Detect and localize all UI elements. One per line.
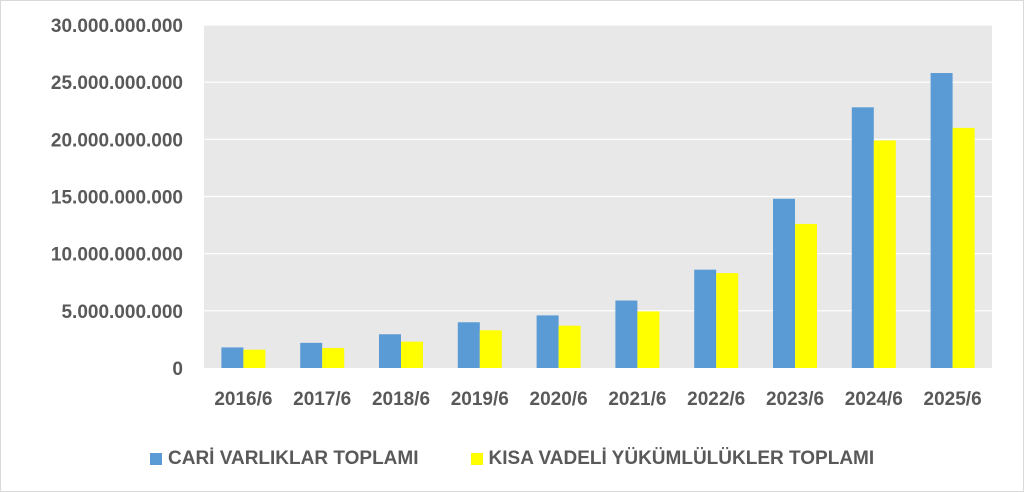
bar-kisa-2025/6 [952,127,975,369]
x-tick-label: 2022/6 [687,389,745,410]
legend-item-kisa: KISA VADELİ YÜKÜMLÜLÜKLER TOPLAMI [470,448,875,470]
bar-kisa-2020/6 [558,325,581,368]
legend-swatch-kisa [470,453,483,465]
x-tick-label: 2023/6 [766,389,824,410]
bar-cari-2022/6 [694,269,717,368]
x-tick-label: 2019/6 [451,389,509,410]
y-axis-tick-labels: 0 5.000.000.000 10.000.000.000 15.000.000.0… [51,16,183,380]
y-tick-label: 5.000.000.000 [61,302,183,323]
x-tick-label: 2016/6 [214,389,272,410]
x-tick-label: 2020/6 [530,389,588,410]
x-axis-tick-labels: 2016/6 2017/6 2018/6 2019/6 2020/6 2021/6 2022… [214,389,981,410]
x-tick-label: 2018/6 [372,389,430,410]
bar-kisa-2017/6 [322,347,345,368]
y-tick-label: 30.000.000.000 [51,16,183,37]
x-tick-label: 2021/6 [608,389,666,410]
bar-cari-2016/6 [221,347,244,368]
bar-kisa-2023/6 [795,223,817,368]
bar-kisa-2016/6 [243,349,266,368]
bar-cari-2024/6 [851,107,874,368]
bar-kisa-2018/6 [401,341,423,368]
legend: CARİ VARLIKLAR TOPLAMI KISA VADELİ YÜKÜM… [150,446,926,472]
bar-kisa-2022/6 [716,273,739,368]
legend-label-kisa: KISA VADELİ YÜKÜMLÜLÜKLER TOPLAMI [488,448,875,469]
bar-kisa-2019/6 [479,330,502,368]
bar-cari-2021/6 [615,300,638,368]
bar-cari-2019/6 [457,322,480,368]
y-tick-label: 25.000.000.000 [51,73,183,94]
legend-item-cari: CARİ VARLIKLAR TOPLAMI [150,448,419,470]
y-tick-label: 10.000.000.000 [51,245,183,266]
bar-cari-2018/6 [379,334,401,368]
x-tick-label: 2017/6 [293,389,351,410]
y-tick-label: 0 [172,359,183,380]
bar-cari-2017/6 [300,342,323,368]
y-tick-label: 15.000.000.000 [51,188,183,209]
bar-cari-2023/6 [773,198,795,368]
y-tick-label: 20.000.000.000 [51,130,183,151]
bar-cari-2020/6 [536,315,559,368]
bars [221,73,975,369]
x-tick-label: 2025/6 [924,389,982,410]
legend-swatch-cari [150,453,162,465]
bar-kisa-2021/6 [637,311,660,368]
bar-cari-2025/6 [930,73,953,369]
x-tick-label: 2024/6 [845,389,903,410]
legend-label-cari: CARİ VARLIKLAR TOPLAMI [168,448,419,469]
bar-kisa-2024/6 [873,140,896,368]
